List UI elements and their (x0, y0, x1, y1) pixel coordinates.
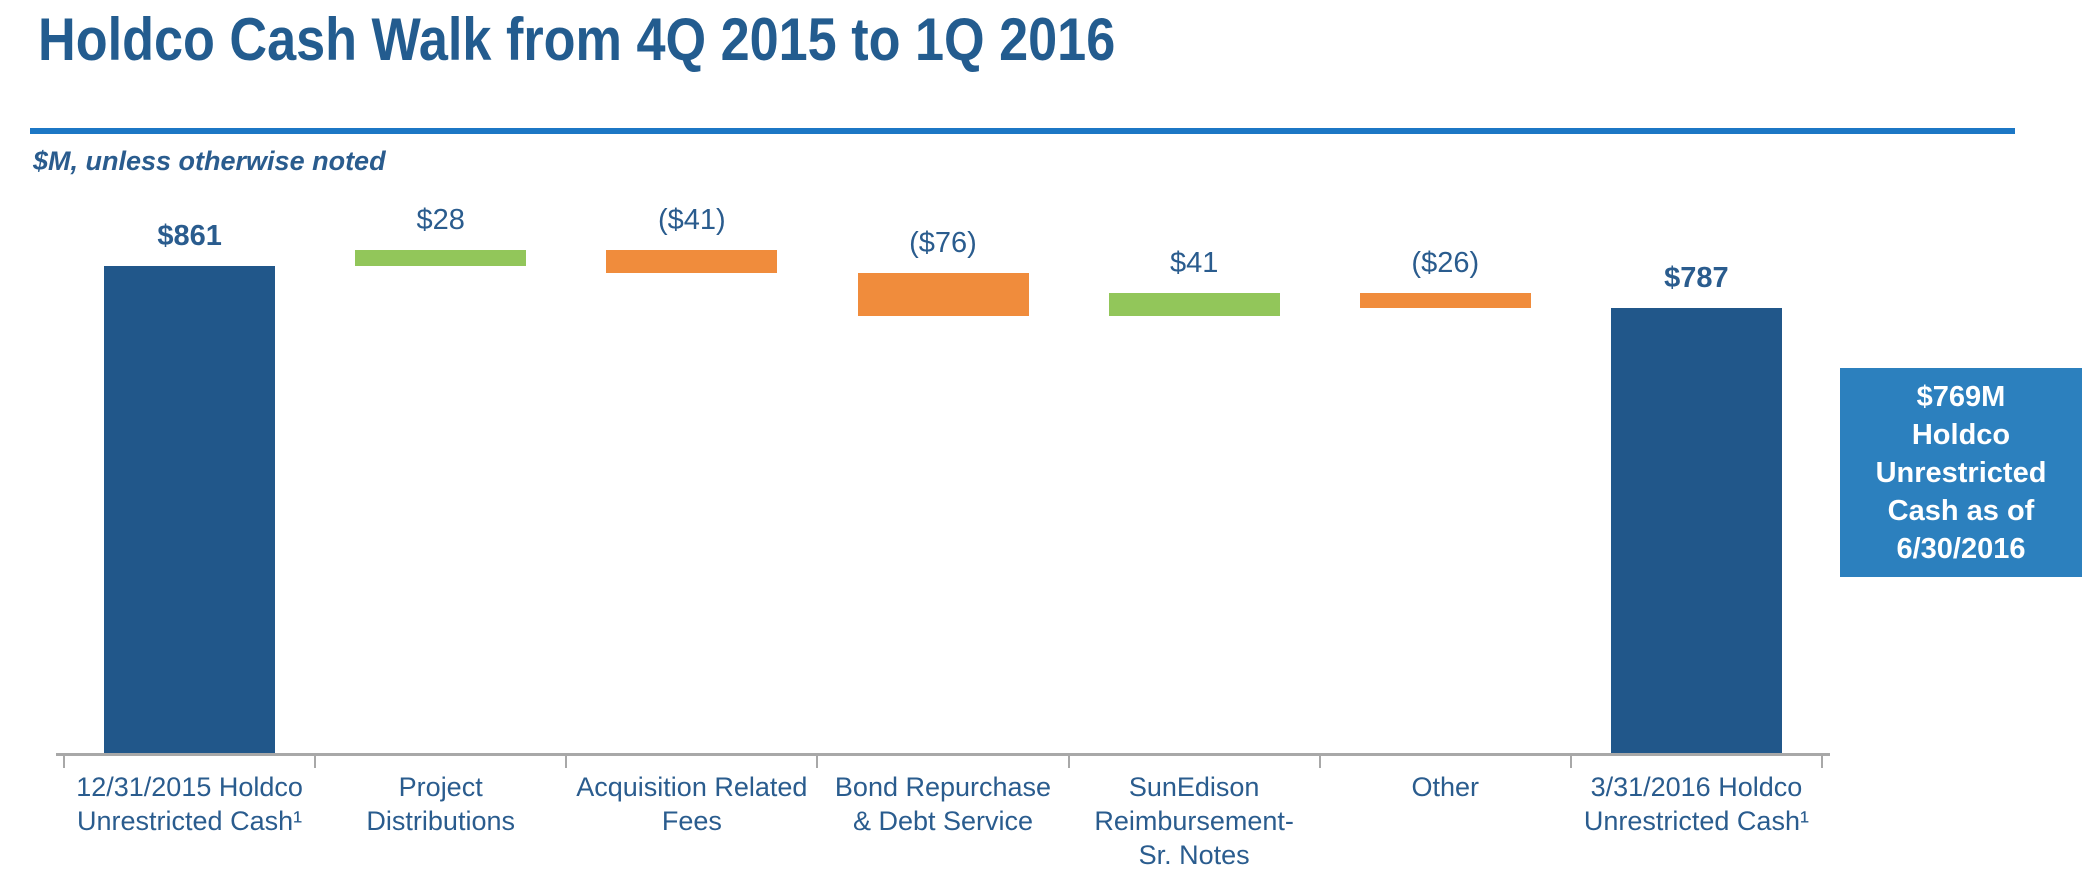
waterfall-bar (1610, 307, 1782, 754)
x-axis-category-label: SunEdison Reimbursement- Sr. Notes (1044, 770, 1344, 872)
waterfall-bar (104, 266, 276, 754)
x-axis-category-line: 12/31/2015 Holdco (76, 772, 303, 802)
bar-value-label: $28 (416, 204, 465, 237)
x-axis-category-line: Project (398, 772, 483, 802)
axis-tick (816, 754, 819, 768)
bar-value-label: $41 (1169, 247, 1219, 280)
callout-line: 6/30/2016 (1896, 532, 2026, 565)
waterfall-bar (355, 250, 527, 266)
callout-line: Cash as of (1887, 494, 2035, 527)
x-axis-category-line: Acquisition Related (576, 772, 808, 802)
axis-tick (565, 754, 568, 768)
x-axis-category-line: Fees (661, 806, 722, 836)
callout-box: $769M Holdco Unrestricted Cash as of 6/30/20… (1840, 368, 2082, 577)
x-axis-category-label: Acquisition Related Fees (542, 770, 842, 838)
x-axis-category-line: Sr. Notes (1138, 840, 1250, 870)
title-divider-rule (30, 128, 2015, 134)
axis-tick (1821, 754, 1823, 768)
x-axis-category-line: Distributions (366, 806, 515, 836)
waterfall-bar (1359, 293, 1531, 308)
x-axis-category-line: SunEdison (1128, 772, 1260, 802)
bar-value-label: $861 (157, 220, 222, 252)
x-axis-category-label: 12/31/2015 Holdco Unrestricted Cash¹ (40, 770, 340, 838)
x-axis-category-line: Other (1411, 772, 1480, 802)
axis-tick (1569, 754, 1572, 768)
x-axis-category-line: Reimbursement- (1094, 806, 1294, 836)
page-title: Holdco Cash Walk from 4Q 2015 to 1Q 2016 (38, 6, 1116, 73)
axis-tick (1067, 754, 1070, 768)
callout-line: Unrestricted (1875, 456, 2047, 489)
x-axis-category-label: 3/31/2016 Holdco Unrestricted Cash¹ (1546, 770, 1846, 838)
x-axis-category-line: & Debt Service (852, 806, 1034, 836)
callout-line: $769M (1916, 380, 2006, 413)
x-axis-category-line: Unrestricted Cash¹ (77, 806, 303, 836)
bar-value-label: ($76) (909, 227, 977, 260)
x-axis-category-line: Bond Repurchase (834, 772, 1052, 802)
axis-tick (1318, 754, 1321, 768)
axis-tick (314, 754, 317, 768)
bar-value-label: ($26) (1411, 247, 1480, 280)
axis-tick (63, 754, 65, 768)
x-axis-category-line: Unrestricted Cash¹ (1583, 806, 1809, 836)
callout-line: Holdco (1911, 418, 2011, 451)
x-axis-category-label: Bond Repurchase & Debt Service (793, 770, 1093, 838)
waterfall-bar (857, 273, 1029, 317)
x-axis-line (56, 753, 1830, 756)
waterfall-bar (606, 250, 778, 274)
x-axis-category-label: Project Distributions (291, 770, 591, 838)
bar-value-label: ($41) (658, 204, 726, 237)
waterfall-bar (1108, 293, 1280, 317)
bar-value-label: $787 (1664, 261, 1729, 294)
x-axis-category-line: 3/31/2016 Holdco (1590, 772, 1803, 802)
x-axis-category-label: Other (1295, 770, 1595, 804)
units-note: $M, unless otherwise noted (33, 146, 386, 176)
